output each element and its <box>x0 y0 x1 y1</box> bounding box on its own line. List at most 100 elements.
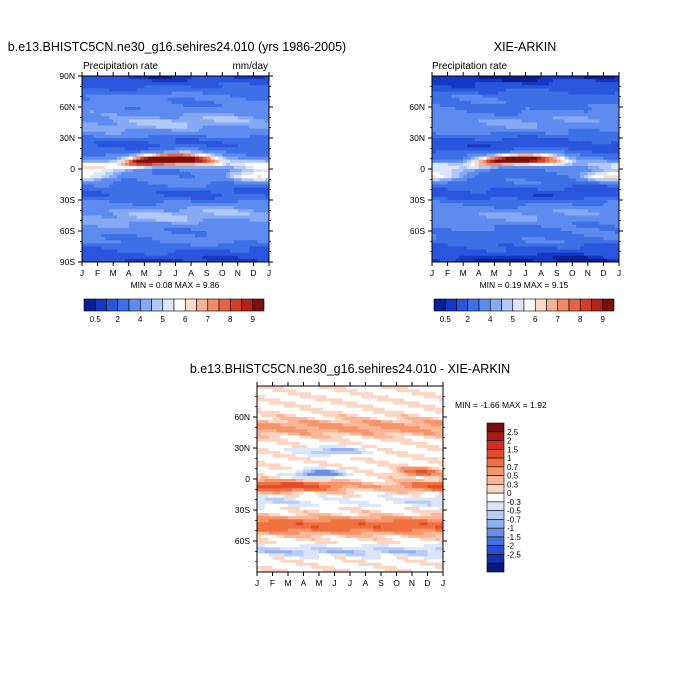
heatmap-cell <box>105 153 110 157</box>
heatmap-cell <box>506 91 511 95</box>
heatmap-cell <box>587 79 593 83</box>
heatmap-cell <box>202 172 208 176</box>
heatmap-cell <box>198 125 204 130</box>
heatmap-cell <box>245 196 250 201</box>
heatmap-cell <box>89 234 95 238</box>
heatmap-cell <box>89 141 95 145</box>
heatmap-cell <box>432 79 437 83</box>
heatmap-cell <box>163 187 169 192</box>
heatmap-cell <box>218 209 223 213</box>
heatmap-cell <box>513 85 519 89</box>
heatmap-cell <box>179 172 184 176</box>
heatmap-cell <box>463 128 468 133</box>
heatmap-cell <box>607 103 612 108</box>
heatmap-cell <box>607 193 612 198</box>
heatmap-cell <box>144 212 149 216</box>
heatmap-cell <box>156 88 161 92</box>
heatmap-cell <box>478 156 484 161</box>
heatmap-cell <box>198 172 204 176</box>
heatmap-cell <box>179 209 184 213</box>
heatmap-cell <box>105 203 110 207</box>
heatmap-cell <box>253 178 258 182</box>
heatmap-cell <box>467 79 472 83</box>
heatmap-cell <box>202 196 208 201</box>
heatmap-cell <box>587 150 593 154</box>
heatmap-cell <box>101 190 106 195</box>
heatmap-cell <box>432 85 437 89</box>
heatmap-cell <box>432 141 437 145</box>
heatmap-cell <box>140 203 145 207</box>
heatmap-cell <box>171 187 176 192</box>
heatmap-cell <box>467 187 472 192</box>
heatmap-cell <box>463 91 468 95</box>
heatmap-cell <box>447 144 452 148</box>
heatmap-cell <box>148 181 153 185</box>
heatmap-cell <box>237 255 243 260</box>
heatmap-cell <box>124 215 130 219</box>
heatmap-cell <box>156 203 161 207</box>
heatmap-cell <box>439 184 445 188</box>
heatmap-cell <box>105 240 110 244</box>
heatmap-cell <box>615 172 620 176</box>
heatmap-cell <box>541 113 546 117</box>
heatmap-cell <box>245 218 250 223</box>
heatmap-cell <box>556 162 561 167</box>
heatmap-cell <box>447 169 452 173</box>
heatmap-cell <box>548 144 554 148</box>
heatmap-cell <box>459 147 464 151</box>
heatmap-cell <box>451 82 456 86</box>
heatmap-cell <box>97 128 102 133</box>
heatmap-cell <box>249 125 254 130</box>
heatmap-cell <box>183 103 188 108</box>
heatmap-cell <box>144 249 149 254</box>
heatmap-cell <box>544 181 550 185</box>
heatmap-cell <box>525 134 530 139</box>
heatmap-cell <box>82 252 87 257</box>
heatmap-cell <box>533 100 538 105</box>
heatmap-cell <box>105 249 110 254</box>
heatmap-cell <box>136 119 141 123</box>
heatmap-cell <box>144 110 149 114</box>
heatmap-cell <box>233 144 239 148</box>
heatmap-cell <box>159 249 165 254</box>
heatmap-cell <box>109 82 114 86</box>
heatmap-cell <box>124 156 130 161</box>
heatmap-cell <box>583 144 589 148</box>
heatmap-cell <box>191 175 196 179</box>
heatmap-cell <box>117 203 122 207</box>
heatmap-cell <box>105 169 110 173</box>
heatmap-cell <box>533 116 538 120</box>
heatmap-cell <box>222 134 227 139</box>
heatmap-cell <box>529 125 534 130</box>
heatmap-cell <box>183 221 188 226</box>
heatmap-cell <box>136 237 141 241</box>
heatmap-cell <box>218 153 223 157</box>
heatmap-cell <box>599 134 604 139</box>
heatmap-cell <box>159 184 165 188</box>
heatmap-cell <box>253 206 258 210</box>
heatmap-cell <box>245 79 250 83</box>
heatmap-cell <box>105 103 110 108</box>
heatmap-cell <box>226 249 231 254</box>
heatmap-cell <box>105 175 110 179</box>
heatmap-cell <box>167 218 173 223</box>
heatmap-cell <box>611 103 616 108</box>
heatmap-cell <box>163 255 169 260</box>
heatmap-cell <box>253 110 258 114</box>
heatmap-cell <box>591 169 597 173</box>
heatmap-cell <box>265 184 270 188</box>
heatmap-cell <box>455 76 460 80</box>
heatmap-cell <box>198 144 204 148</box>
heatmap-cell <box>552 184 558 188</box>
heatmap-cell <box>521 203 526 207</box>
heatmap-cell <box>198 122 204 126</box>
heatmap-cell <box>603 119 608 123</box>
heatmap-cell <box>595 193 600 198</box>
heatmap-cell <box>470 82 476 86</box>
heatmap-cell <box>249 85 254 89</box>
heatmap-cell <box>265 221 270 226</box>
heatmap-cell <box>494 159 499 164</box>
heatmap-cell <box>463 138 468 142</box>
heatmap-cell <box>506 122 511 126</box>
heatmap-cell <box>163 85 169 89</box>
